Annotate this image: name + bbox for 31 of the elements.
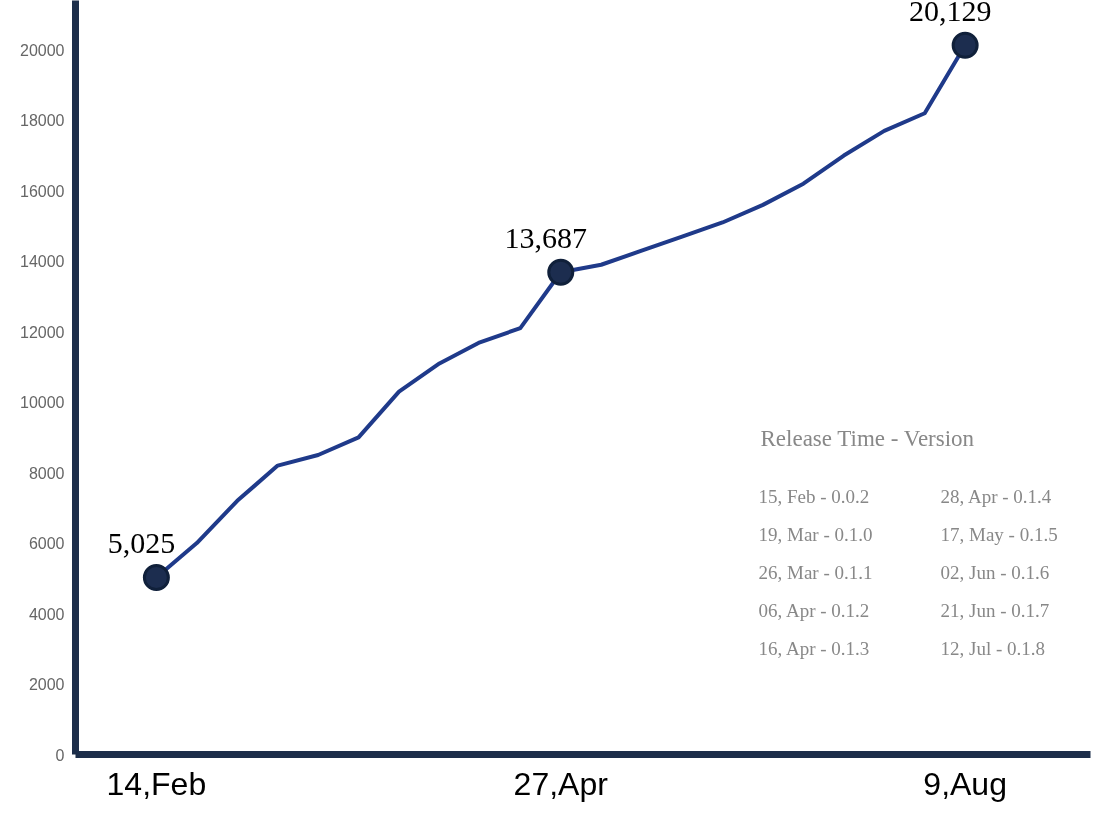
y-tick-label: 12000 xyxy=(20,323,65,341)
y-tick-label: 6000 xyxy=(28,535,65,553)
x-tick-label: 9,Aug xyxy=(923,765,1007,802)
y-tick-label: 2000 xyxy=(28,676,65,694)
x-tick-label: 14,Feb xyxy=(106,765,207,802)
y-tick-label: 4000 xyxy=(28,605,65,623)
annotation: 26, Mar - 0.1.1 xyxy=(758,561,873,583)
point xyxy=(142,563,170,591)
annotation: 17, May - 0.1.5 xyxy=(940,523,1058,545)
y-tick-label: 0 xyxy=(55,746,65,764)
y-tick-label: 10000 xyxy=(20,394,65,412)
annotation: 02, Jun - 0.1.6 xyxy=(940,561,1050,583)
annotation: 06, Apr - 0.1.2 xyxy=(758,599,870,621)
y-tick-label: 18000 xyxy=(20,112,65,130)
annotation: 12, Jul - 0.1.8 xyxy=(940,637,1045,659)
data-label: 5,025 xyxy=(107,526,176,560)
y-tick-label: 20000 xyxy=(20,41,65,59)
annotation: 16, Apr - 0.1.3 xyxy=(758,637,870,659)
data-label: 13,687 xyxy=(504,221,588,255)
data-label: 20,129 xyxy=(908,0,992,28)
annotation: 28, Apr - 0.1.4 xyxy=(940,485,1052,507)
annotation: 15, Feb - 0.0.2 xyxy=(758,485,870,507)
annotation: 21, Jun - 0.1.7 xyxy=(940,599,1050,621)
annotation: Release Time - Version xyxy=(760,425,975,451)
point xyxy=(951,31,979,59)
point xyxy=(547,258,575,286)
x-tick-label: 27,Apr xyxy=(513,765,609,802)
y-tick-label: 8000 xyxy=(28,464,65,482)
annotation: 19, Mar - 0.1.0 xyxy=(758,523,873,545)
y-tick-label: 14000 xyxy=(20,253,65,271)
y-tick-label: 16000 xyxy=(20,182,65,200)
